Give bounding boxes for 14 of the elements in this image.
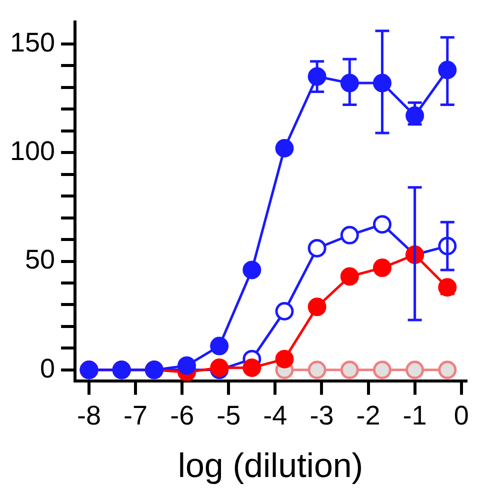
x-tick-label: -7 <box>124 400 148 430</box>
x-axis-title: log (dilution) <box>178 446 364 485</box>
x-tick-label: -6 <box>170 400 194 430</box>
y-tick-label: 150 <box>10 27 56 58</box>
y-tick-label: 50 <box>25 244 56 275</box>
x-tick-label: -3 <box>310 400 334 430</box>
x-tick-label: -8 <box>77 400 102 430</box>
x-tick-label: 0 <box>454 400 469 430</box>
y-tick-label: 0 <box>40 353 56 384</box>
y-tick-label: 100 <box>10 136 56 166</box>
x-tick-label: -2 <box>356 400 380 430</box>
x-tick-label: -1 <box>402 400 427 430</box>
x-tick-label: -4 <box>263 400 288 430</box>
x-tick-label: -5 <box>216 400 241 430</box>
